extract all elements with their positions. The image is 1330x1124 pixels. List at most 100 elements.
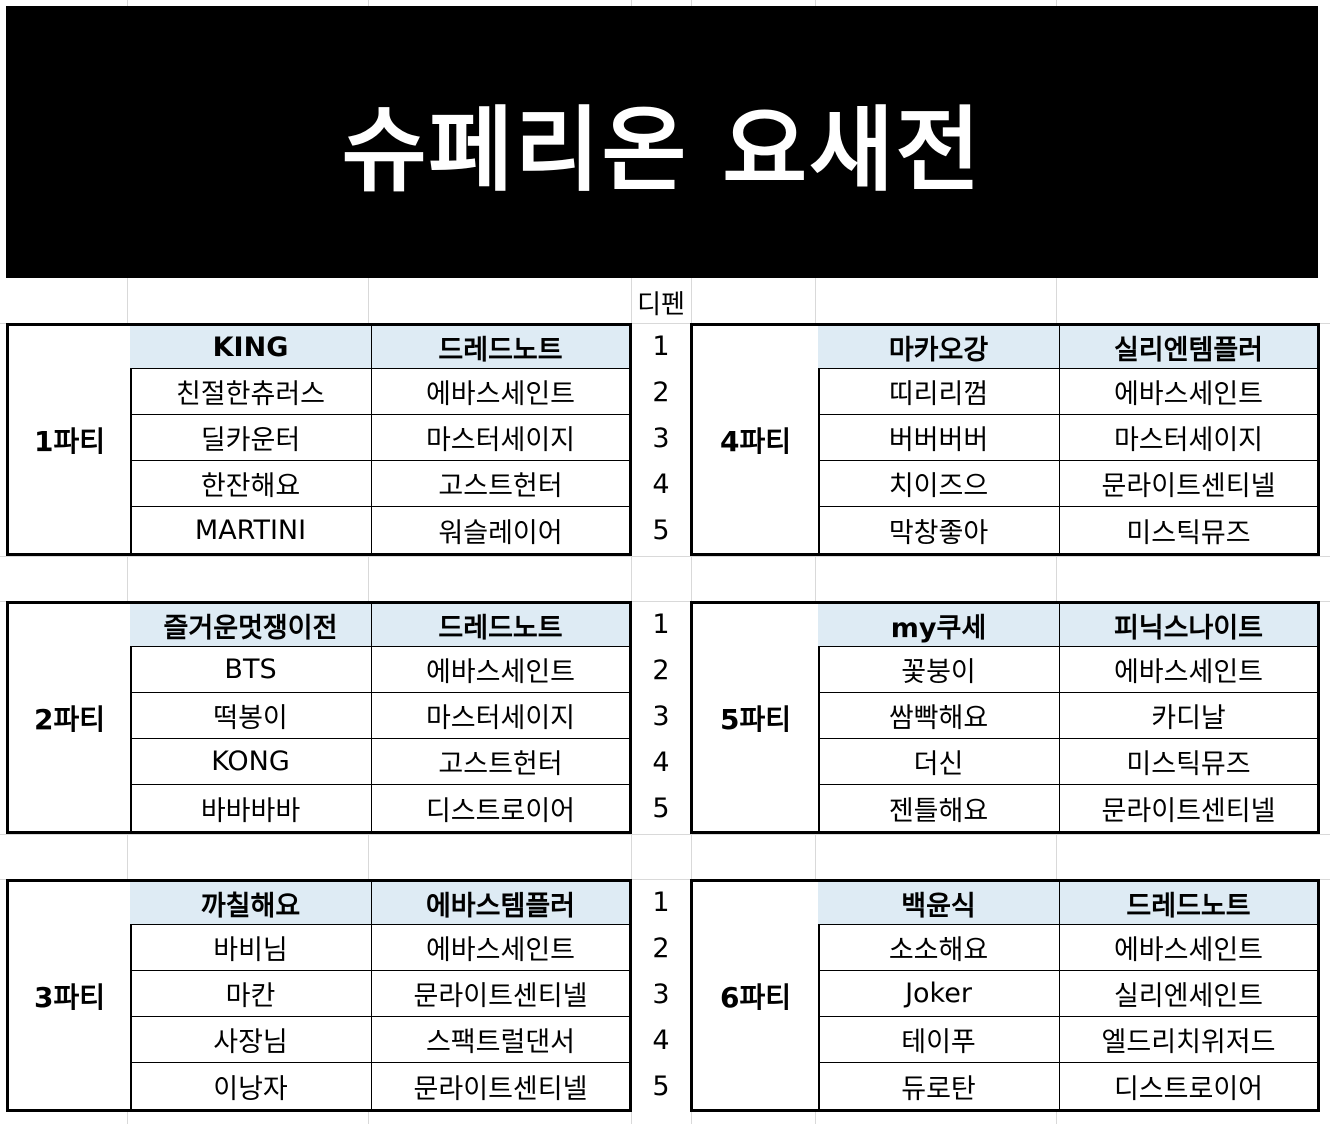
member-name[interactable]: 마칸 bbox=[130, 971, 372, 1017]
member-class[interactable]: 고스트헌터 bbox=[372, 461, 629, 507]
party-leader-class[interactable]: 에바스템플러 bbox=[372, 882, 629, 925]
member-class[interactable]: 문라이트센티넬 bbox=[1060, 461, 1317, 507]
gridline bbox=[0, 601, 1330, 602]
party-leader-name[interactable]: 즐거운멋쟁이전 bbox=[130, 604, 372, 647]
party-label[interactable]: 6파티 bbox=[693, 882, 820, 1109]
member-class[interactable]: 에바스세인트 bbox=[372, 925, 629, 971]
party-label[interactable]: 2파티 bbox=[9, 604, 132, 831]
member-name[interactable]: 치이즈으 bbox=[818, 461, 1060, 507]
member-class[interactable]: 카디날 bbox=[1060, 693, 1317, 739]
party-leader-name[interactable]: 백윤식 bbox=[818, 882, 1060, 925]
dipen-number[interactable]: 5 bbox=[652, 514, 670, 546]
member-name[interactable]: KONG bbox=[130, 739, 372, 785]
member-class[interactable]: 디스트로이어 bbox=[1113, 1073, 1264, 1105]
member-name[interactable]: 꽃붕이 bbox=[818, 647, 1060, 693]
party-table: 3파티 까칠해요 에바스템플러 바비님 에바스세인트 마칸 문라이트센티넬 사장님 스팩트럴댄서… bbox=[6, 879, 632, 1112]
party-table: 4파티 마카오강 실리엔템플러 띠리리껌 에바스세인트 버버버버 마스터세이지 치이즈으 문라이… bbox=[690, 323, 1320, 556]
dipen-number[interactable]: 1 bbox=[652, 608, 670, 640]
gridline bbox=[0, 323, 1330, 324]
member-name[interactable]: 바비님 bbox=[130, 925, 372, 971]
member-class[interactable]: 문라이트센티넬 bbox=[372, 971, 629, 1017]
gridline bbox=[127, 0, 128, 1124]
gridline bbox=[0, 556, 1330, 557]
member-name[interactable]: 한잔해요 bbox=[130, 461, 372, 507]
member-class[interactable]: 에바스세인트 bbox=[1060, 369, 1317, 415]
dipen-number[interactable]: 5 bbox=[652, 792, 670, 824]
gridline bbox=[1056, 0, 1057, 1124]
member-class[interactable]: 에바스세인트 bbox=[1060, 925, 1317, 971]
party-label[interactable]: 5파티 bbox=[693, 604, 820, 831]
dipen-number[interactable]: 2 bbox=[652, 654, 670, 686]
member-name[interactable]: 사장님 bbox=[130, 1017, 372, 1063]
member-name[interactable]: 듀로탄 bbox=[818, 1063, 1060, 1109]
member-class[interactable]: 엘드리치위저드 bbox=[1060, 1017, 1317, 1063]
member-class[interactable]: 문라이트센티넬 bbox=[413, 1073, 588, 1105]
member-class[interactable]: 미스틱뮤즈 bbox=[1060, 739, 1317, 785]
member-name[interactable]: 쌈빡해요 bbox=[818, 693, 1060, 739]
dipen-number[interactable]: 1 bbox=[652, 886, 670, 918]
title-banner: 슈페리온 요새전 bbox=[6, 6, 1318, 278]
member-name[interactable]: 소소해요 bbox=[818, 925, 1060, 971]
gridline bbox=[631, 0, 632, 1124]
party-table: 2파티 즐거운멋쟁이전 드레드노트 BTS 에바스세인트 떡봉이 마스터세이지 KONG 고스트… bbox=[6, 601, 632, 834]
dipen-number[interactable]: 2 bbox=[652, 376, 670, 408]
dipen-number[interactable]: 2 bbox=[652, 932, 670, 964]
dipen-number[interactable]: 4 bbox=[652, 746, 670, 778]
member-name[interactable]: 이낭자 bbox=[130, 1063, 372, 1109]
party-leader-class[interactable]: 드레드노트 bbox=[372, 326, 629, 369]
member-name[interactable]: 젠틀해요 bbox=[818, 785, 1060, 831]
dipen-number[interactable]: 3 bbox=[652, 422, 670, 454]
party-leader-class[interactable]: 실리엔템플러 bbox=[1060, 326, 1317, 369]
member-class[interactable]: 마스터세이지 bbox=[372, 415, 629, 461]
party-table: 5파티 my쿠세 피닉스나이트 꽃붕이 에바스세인트 쌈빡해요 카디날 더신 미스틱뮤즈 젠틀해요… bbox=[690, 601, 1320, 834]
party-table: 1파티 KING 드레드노트 친절한츄러스 에바스세인트 딜카운터 마스터세이지 한잔해요 고스… bbox=[6, 323, 632, 556]
member-class[interactable]: 디스트로이어 bbox=[425, 795, 576, 827]
member-class[interactable]: 문라이트센티넬 bbox=[1101, 795, 1276, 827]
member-name[interactable]: 바바바바 bbox=[130, 785, 372, 831]
party-label[interactable]: 4파티 bbox=[693, 326, 820, 553]
member-name[interactable]: 버버버버 bbox=[818, 415, 1060, 461]
party-label[interactable]: 3파티 bbox=[9, 882, 132, 1109]
member-name[interactable]: MARTINI bbox=[130, 507, 372, 553]
party-leader-name[interactable]: KING bbox=[130, 326, 372, 369]
member-class[interactable]: 고스트헌터 bbox=[372, 739, 629, 785]
dipen-number[interactable]: 5 bbox=[652, 1070, 670, 1102]
member-class[interactable]: 마스터세이지 bbox=[372, 693, 629, 739]
member-name[interactable]: 딜카운터 bbox=[130, 415, 372, 461]
member-name[interactable]: Joker bbox=[818, 971, 1060, 1017]
party-leader-name[interactable]: 마카오강 bbox=[818, 326, 1060, 369]
gridline bbox=[691, 0, 692, 1124]
dipen-number[interactable]: 3 bbox=[652, 700, 670, 732]
member-class[interactable]: 실리엔세인트 bbox=[1060, 971, 1317, 1017]
dipen-number[interactable]: 4 bbox=[652, 1024, 670, 1056]
member-name[interactable]: BTS bbox=[130, 647, 372, 693]
member-class[interactable]: 워슬레이어 bbox=[438, 517, 563, 549]
member-class[interactable]: 에바스세인트 bbox=[372, 647, 629, 693]
gridline bbox=[0, 879, 1330, 880]
party-leader-class[interactable]: 피닉스나이트 bbox=[1060, 604, 1317, 647]
party-leader-class[interactable]: 드레드노트 bbox=[1060, 882, 1317, 925]
member-name[interactable]: 막창좋아 bbox=[818, 507, 1060, 553]
member-class[interactable]: 에바스세인트 bbox=[372, 369, 629, 415]
dipen-number[interactable]: 1 bbox=[652, 330, 670, 362]
member-class[interactable]: 에바스세인트 bbox=[1060, 647, 1317, 693]
member-name[interactable]: 테이푸 bbox=[818, 1017, 1060, 1063]
dipen-number[interactable]: 3 bbox=[652, 978, 670, 1010]
gridline bbox=[815, 0, 816, 1124]
party-leader-name[interactable]: 까칠해요 bbox=[130, 882, 372, 925]
member-class[interactable]: 스팩트럴댄서 bbox=[372, 1017, 629, 1063]
party-leader-class[interactable]: 드레드노트 bbox=[372, 604, 629, 647]
page-title: 슈페리온 요새전 bbox=[341, 96, 983, 204]
dipen-number[interactable]: 4 bbox=[652, 468, 670, 500]
party-table: 6파티 백윤식 드레드노트 소소해요 에바스세인트 Joker 실리엔세인트 테이푸 엘드리치위… bbox=[690, 879, 1320, 1112]
gridline bbox=[368, 0, 369, 1124]
member-name[interactable]: 더신 bbox=[818, 739, 1060, 785]
party-label[interactable]: 1파티 bbox=[9, 326, 132, 553]
dipen-header[interactable]: 디펜 bbox=[637, 289, 685, 320]
member-name[interactable]: 친절한츄러스 bbox=[130, 369, 372, 415]
member-name[interactable]: 떡봉이 bbox=[130, 693, 372, 739]
member-class[interactable]: 마스터세이지 bbox=[1060, 415, 1317, 461]
party-leader-name[interactable]: my쿠세 bbox=[818, 604, 1060, 647]
member-name[interactable]: 띠리리껌 bbox=[818, 369, 1060, 415]
member-class[interactable]: 미스틱뮤즈 bbox=[1126, 517, 1251, 549]
